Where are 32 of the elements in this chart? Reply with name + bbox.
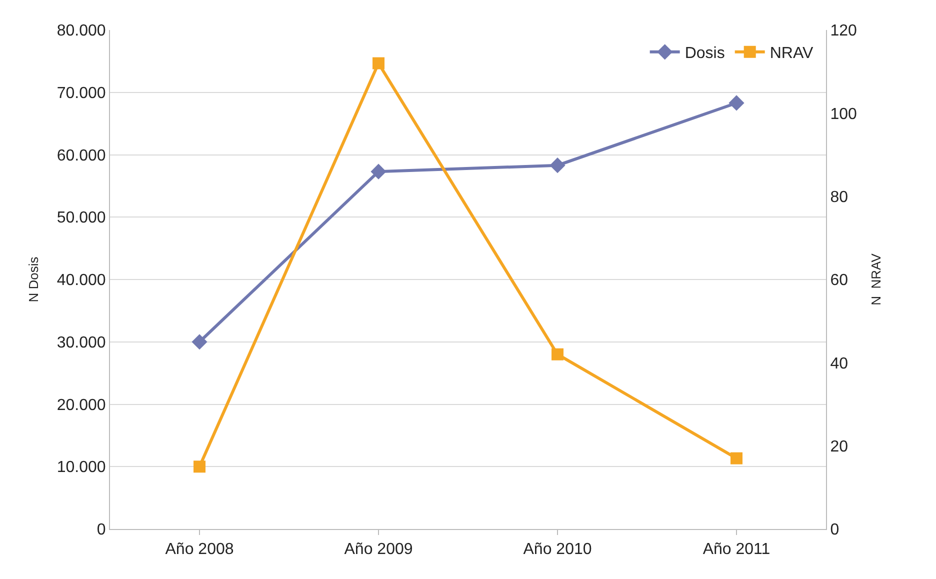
point <box>552 348 564 360</box>
y2-tick-label: 0 <box>830 522 840 539</box>
y2-axis-title: N NRAV <box>868 253 884 306</box>
point <box>730 452 742 464</box>
x-tick-label: Año 2011 <box>702 541 770 558</box>
y-tick-label: 0 <box>96 522 106 539</box>
x-tick-label: Año 2010 <box>523 541 592 558</box>
legend-label: NRAV <box>770 45 814 62</box>
y-tick-label: 70.000 <box>56 84 106 102</box>
y-tick-label: 60.000 <box>56 147 106 164</box>
y2-tick-label: 120 <box>830 22 857 40</box>
point <box>192 334 208 350</box>
point <box>370 164 386 180</box>
y2-tick-label: 20 <box>830 438 848 456</box>
legend-label: Dosis <box>684 45 725 62</box>
y-tick-label: 50.000 <box>56 210 106 227</box>
point <box>550 158 566 174</box>
y2-tick-label: 60 <box>830 272 848 290</box>
y-tick-label: 20.000 <box>56 396 106 414</box>
point <box>194 460 206 473</box>
point <box>372 57 384 70</box>
y2-tick-label: 100 <box>830 106 857 123</box>
y-tick-label: 80.000 <box>56 22 106 40</box>
y2-tick-label: 40 <box>830 355 848 372</box>
y-tick-label: 10.000 <box>56 459 106 476</box>
point <box>728 95 744 111</box>
y-tick-label: 40.000 <box>56 272 106 290</box>
x-tick-label: Año 2008 <box>165 541 234 558</box>
x-tick-label: Año 2009 <box>344 541 413 558</box>
y2-tick-label: 80 <box>830 188 848 206</box>
y-tick-label: 30.000 <box>56 334 106 352</box>
y-axis-title: N Dosis <box>26 256 41 302</box>
